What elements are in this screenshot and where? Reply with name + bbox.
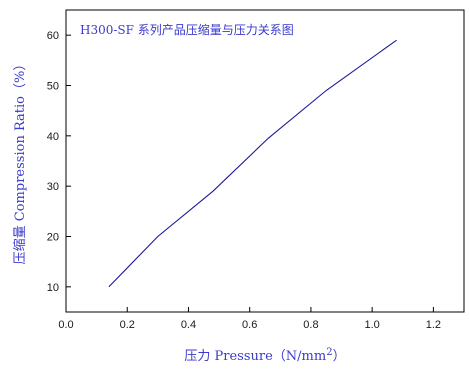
x-axis-title: 压力 Pressure（N/mm2） <box>184 347 345 365</box>
y-ticks: 10 20 30 40 50 60 <box>47 30 71 294</box>
x-tick-label: 0.6 <box>242 319 257 331</box>
x-axis-title-main: 压力 Pressure（N/mm <box>184 349 326 364</box>
y-tick-label: 60 <box>47 30 59 42</box>
series-line <box>108 39 397 288</box>
y-tick-label: 50 <box>47 81 59 93</box>
x-tick-label: 0.2 <box>120 319 135 331</box>
y-tick-label: 10 <box>47 282 59 294</box>
x-tick-label: 1.0 <box>365 319 380 331</box>
y-tick-label: 30 <box>47 181 59 193</box>
x-tick-label: 0.8 <box>303 319 318 331</box>
y-tick-label: 20 <box>47 232 59 244</box>
x-ticks: 0.0 0.2 0.4 0.6 0.8 1.0 1.2 <box>58 307 441 331</box>
x-tick-label: 1.2 <box>426 319 441 331</box>
chart-title: H300-SF 系列产品压缩量与压力关系图 <box>80 22 294 37</box>
plot-frame <box>65 9 465 313</box>
x-axis-title-end: ） <box>333 349 346 364</box>
x-tick-label: 0.4 <box>181 319 196 331</box>
y-axis-title: 压缩量 Compression Ratio（%） <box>12 58 28 265</box>
x-axis-title-sup: 2 <box>326 347 332 358</box>
y-tick-label: 40 <box>47 131 59 143</box>
x-tick-label: 0.0 <box>58 319 73 331</box>
